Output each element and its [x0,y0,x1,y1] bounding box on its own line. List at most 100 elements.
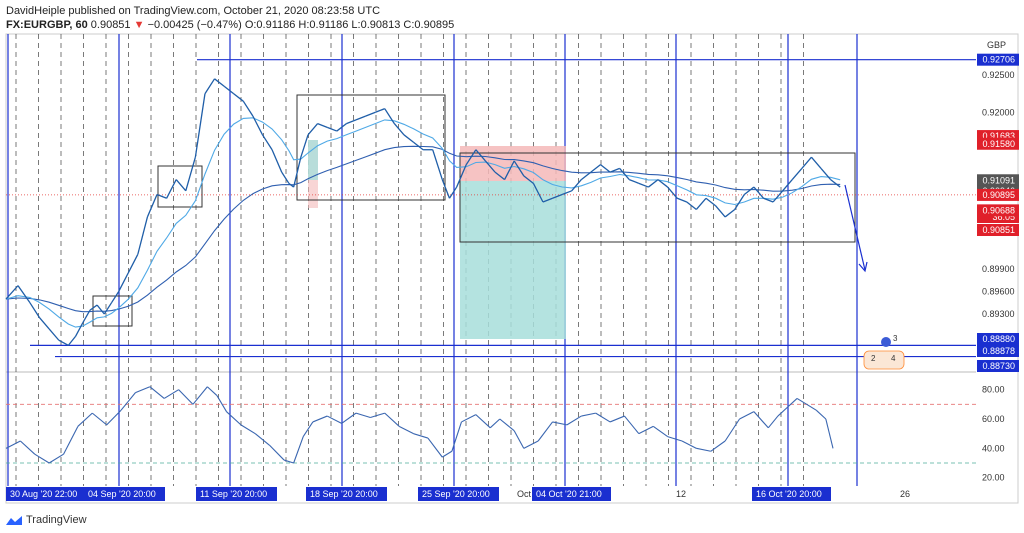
y-tick-label: 0.89600 [982,287,1015,297]
rsi-segment [537,421,553,442]
rsi-segment [499,418,515,432]
price-segment [185,157,196,191]
footer: TradingView [6,512,87,528]
price-segment [820,167,832,181]
rsi-segment [398,425,414,435]
rsi-segment [5,440,21,449]
rsi-segment [370,412,385,419]
price-label-box [977,174,1019,187]
price-segment [346,119,357,125]
price-segment [657,179,669,188]
price-segment [403,134,414,143]
price-label-box [977,53,1019,66]
rsi-segment [652,425,668,438]
price-label: 0.92706 [982,55,1015,65]
rsi-segment [451,421,462,452]
price-segment [705,197,716,207]
price-segment [810,156,822,169]
price-segment [48,328,60,341]
price-label: 36:05 [992,212,1015,222]
price-segment [103,302,113,315]
time-label: 11 Sep '20 20:00 [200,489,267,499]
price-segment [456,164,467,188]
price-segment [233,93,244,102]
price-segment [96,304,105,315]
price-segment [667,186,678,199]
price-segment [695,197,707,210]
rsi-segment [710,440,726,452]
rsi-segment [48,453,64,464]
price-segment [580,171,592,181]
rsi-segment [489,418,501,429]
price-segment [58,339,69,346]
price-segment [523,175,534,184]
price-segment [609,167,620,173]
rsi-segment [302,421,314,437]
price-segment [590,164,601,173]
rsi-segment [63,426,79,455]
price-segment [801,156,812,169]
down-arrow-icon: ▼ [133,19,145,31]
chart-header: DavidHeiple published on TradingView.com… [6,4,454,32]
price-segment [281,171,290,184]
price-segment [146,194,158,218]
projection-arrow [844,184,866,271]
rsi-segment [523,440,539,449]
rsi-segment [638,425,654,435]
rsi-segment [77,412,93,427]
price-segment [384,108,395,124]
price-segment [782,179,793,192]
price-segment [772,190,784,203]
price-segment [156,193,167,199]
currency-label: GBP [987,40,1006,50]
price-segment [67,335,77,346]
price-segment [5,285,19,300]
time-label: 25 Sep '20 20:00 [422,489,490,499]
price-segment [29,302,41,319]
rsi-segment [206,386,218,396]
arrow-head-icon [858,261,868,273]
reward-zone [460,181,566,339]
range-box [157,165,203,208]
price-label: 0.90688 [982,205,1015,215]
time-label-box [752,487,831,501]
price-segment [118,272,129,292]
rsi-segment [513,430,525,449]
publisher-line: DavidHeiple published on TradingView.com… [6,5,381,17]
price-segment [638,182,649,188]
price-segment [686,201,697,210]
rsi-segment [384,412,400,427]
rsi-segment [815,409,827,420]
price-label: 0.91683 [982,131,1015,141]
y-tick-label: 0.92000 [982,107,1015,117]
price-segment [532,183,544,203]
price-segment [513,160,525,177]
price-label-box [977,333,1019,345]
price-label-box [977,224,1019,236]
rsi-segment [240,424,256,435]
price-segment [242,100,254,117]
price-segment [300,134,309,158]
symbol-line: FX:EURGBP, 60 0.90851 ▼ −0.00425 (−0.47%… [6,18,454,32]
price-segment [830,179,841,188]
price-segment [619,167,630,181]
time-label: 16 Oct '20 20:00 [756,489,822,499]
rsi-segment [312,415,328,423]
rsi-segment [753,411,769,429]
price-segment [629,178,640,184]
price-segment [734,194,745,210]
rsi-segment [163,389,179,399]
rsi-segment [624,415,640,435]
rsi-segment [667,436,683,442]
rsi-segment [106,409,122,426]
rsi-segment [135,386,151,394]
rsi-segment [427,437,443,458]
rsi-tick-label: 40.00 [982,443,1005,453]
price-segment [393,123,405,136]
time-label-box [196,487,277,501]
price-segment [89,304,98,311]
price-label: 0.90895 [982,190,1015,200]
price-segment [166,179,177,199]
price-segment [223,85,235,95]
